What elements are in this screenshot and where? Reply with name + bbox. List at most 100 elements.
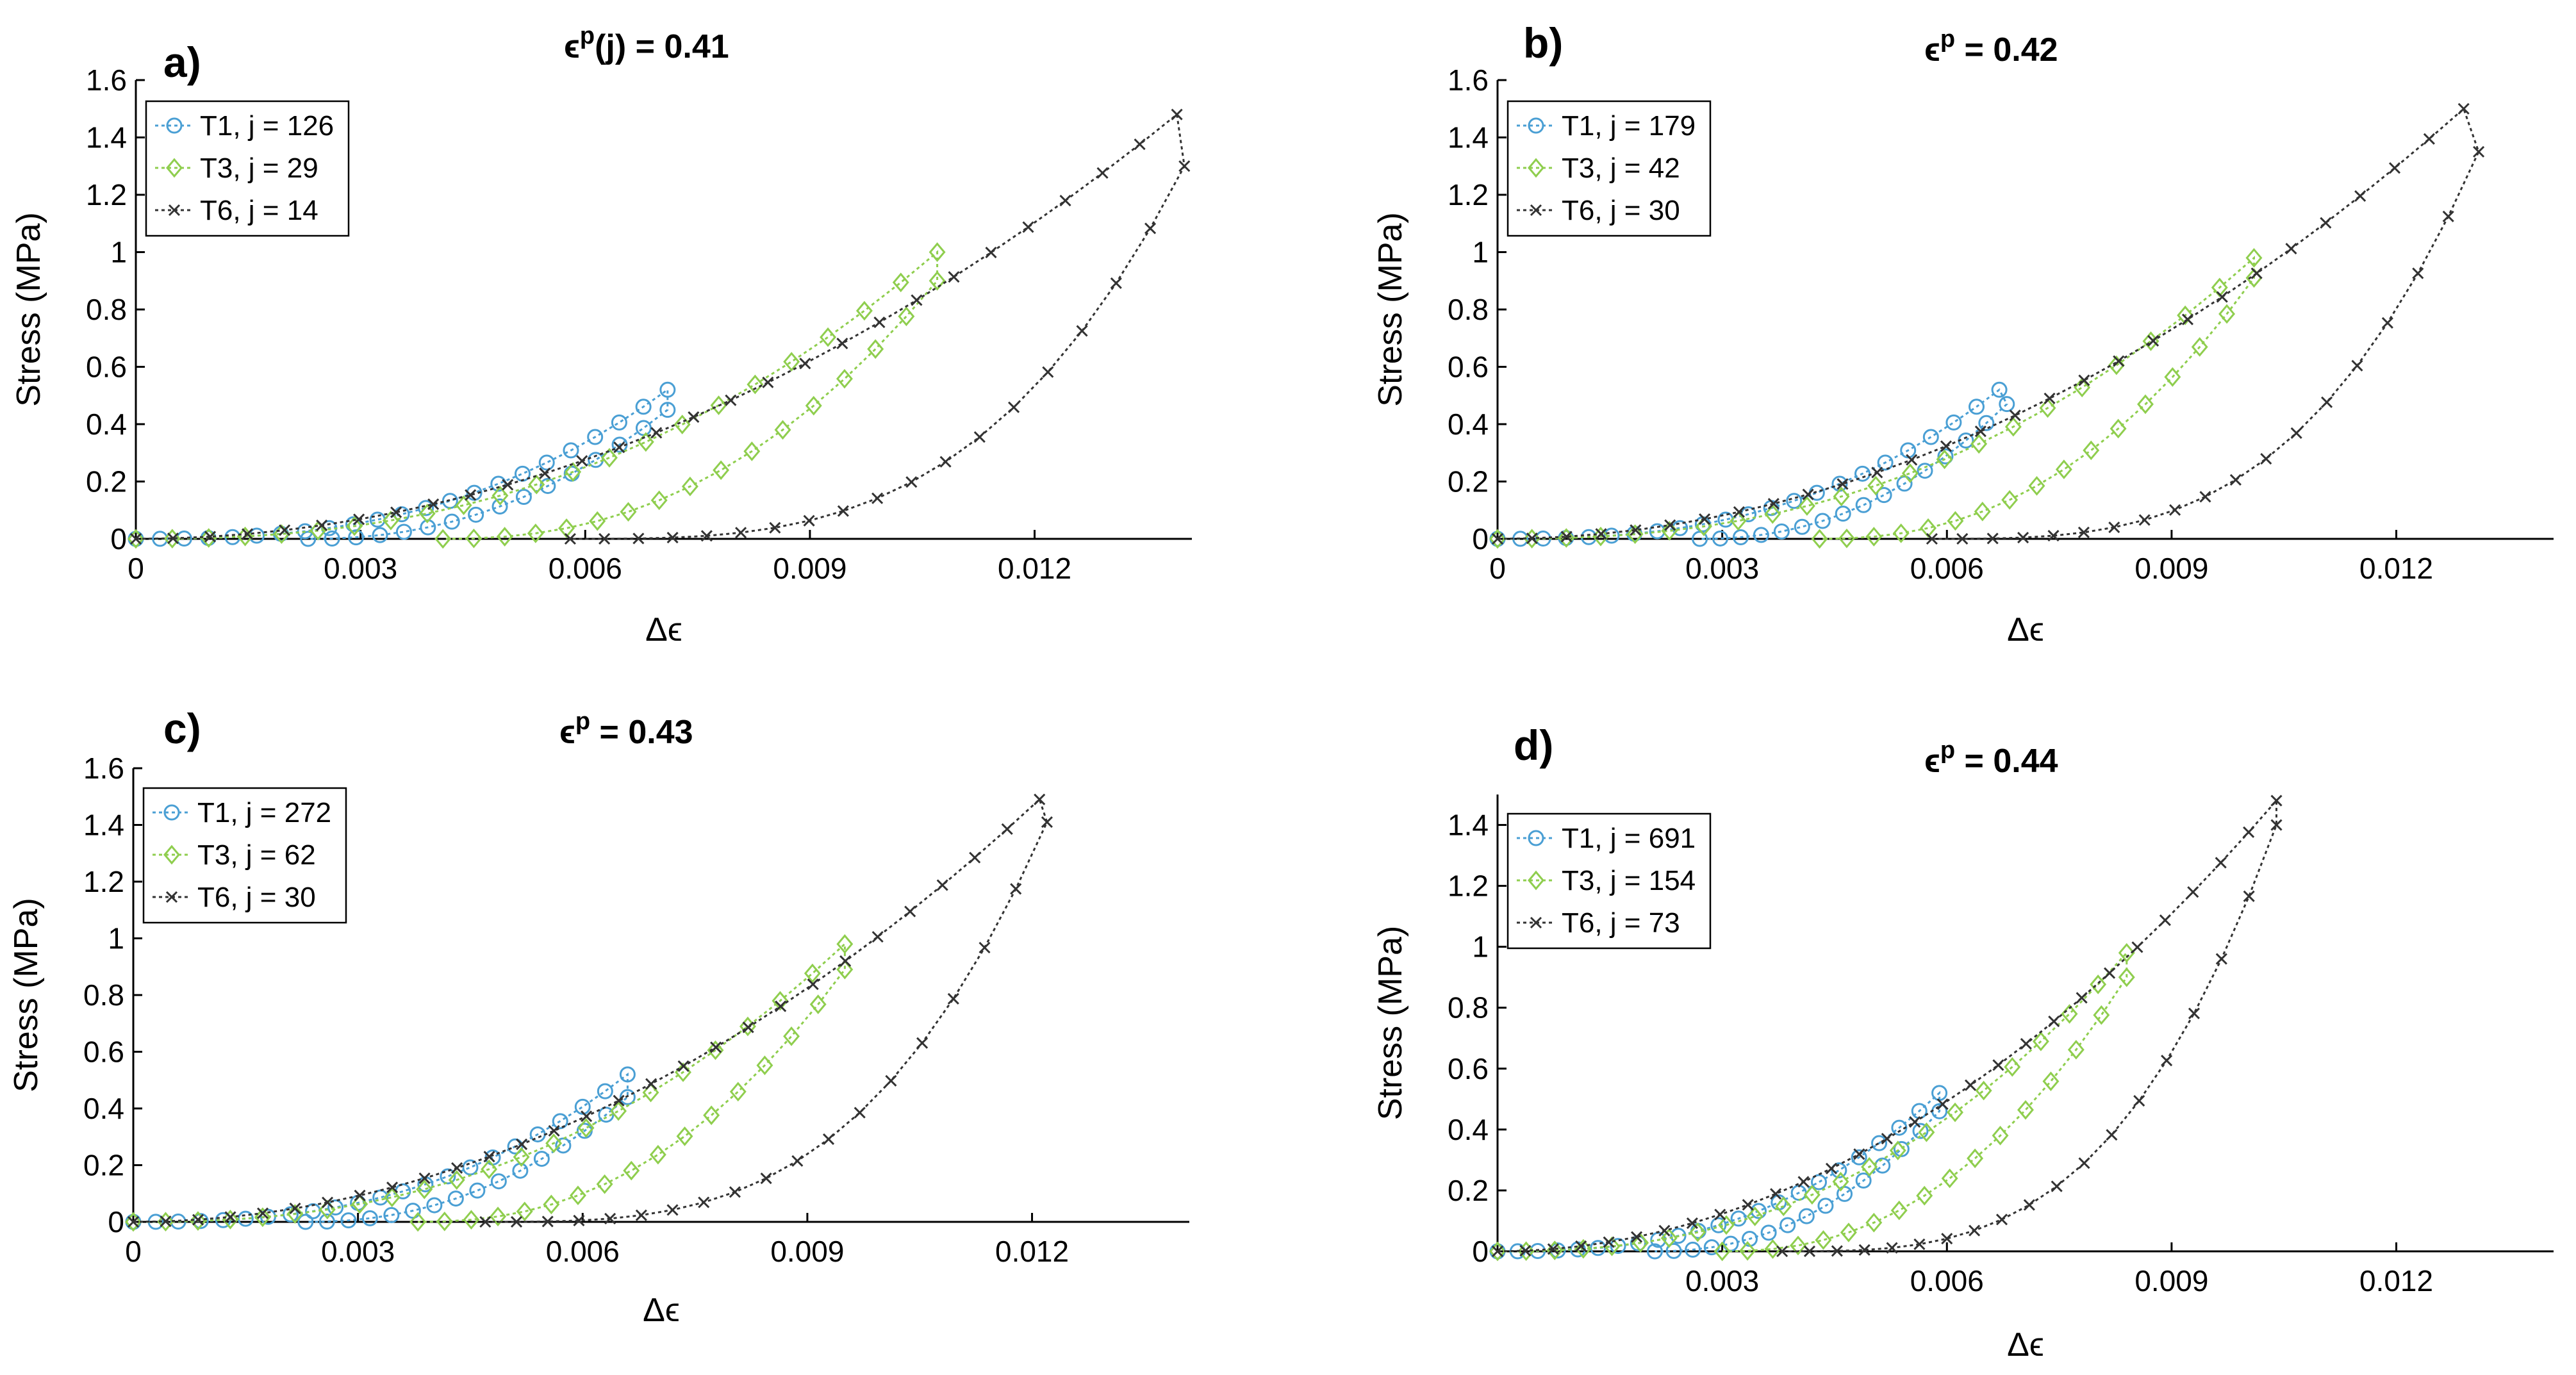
data-point xyxy=(1523,529,1540,549)
data-point xyxy=(1978,415,1995,431)
data-point xyxy=(2004,1057,2021,1077)
data-point xyxy=(465,528,483,548)
data-point xyxy=(192,1214,204,1226)
x-tick-label: 0 xyxy=(128,552,144,585)
data-point xyxy=(256,1207,269,1219)
data-point xyxy=(676,1126,693,1146)
data-point xyxy=(1941,1233,1953,1245)
data-point xyxy=(1689,1222,1706,1242)
data-point xyxy=(939,456,952,468)
data-point xyxy=(666,1204,679,1216)
legend-marker xyxy=(1530,916,1542,929)
data-point xyxy=(548,1124,560,1137)
data-point xyxy=(513,1147,530,1167)
data-point xyxy=(1595,528,1607,540)
data-point xyxy=(2218,304,2236,324)
data-point xyxy=(1889,1140,1906,1160)
y-tick-label: 0.4 xyxy=(83,1092,124,1125)
y-tick-label: 1.2 xyxy=(83,865,124,898)
data-point xyxy=(1753,527,1769,543)
data-point xyxy=(346,516,363,536)
data-point xyxy=(2133,1095,2145,1107)
data-point xyxy=(885,1074,897,1087)
legend-marker xyxy=(1528,158,1544,178)
data-point xyxy=(2457,103,2470,115)
data-point xyxy=(2067,1040,2085,1060)
y-tick-label: 1.2 xyxy=(1448,178,1489,211)
data-point xyxy=(565,462,582,482)
legend-label: T6, j = 30 xyxy=(1562,195,1680,226)
data-point xyxy=(189,1211,206,1231)
data-point xyxy=(2270,819,2283,831)
data-point xyxy=(416,1179,433,1199)
data-point xyxy=(1811,1174,1828,1190)
data-point xyxy=(2177,305,2194,325)
data-point xyxy=(700,530,713,542)
data-point xyxy=(805,395,822,416)
data-point xyxy=(2351,359,2363,372)
data-point xyxy=(623,1160,640,1181)
data-point xyxy=(2250,267,2263,279)
data-point xyxy=(1526,532,1538,545)
legend-marker xyxy=(1528,117,1544,134)
data-point xyxy=(1059,194,1071,207)
data-point xyxy=(1861,1157,1878,1177)
data-point xyxy=(1517,1241,1535,1262)
series-line xyxy=(1497,950,2128,1253)
data-point xyxy=(1632,1233,1649,1253)
data-point xyxy=(1022,221,1034,233)
y-tick-label: 1.4 xyxy=(86,121,127,154)
data-point xyxy=(707,1040,724,1060)
data-point xyxy=(327,1199,344,1215)
data-point xyxy=(1986,532,1999,545)
legend-item: T3, j = 42 xyxy=(1517,152,1680,184)
data-point xyxy=(1630,524,1642,536)
data-point xyxy=(1714,1208,1726,1221)
data-point xyxy=(650,490,668,511)
data-point xyxy=(936,879,948,891)
data-point xyxy=(1992,1059,2004,1071)
data-point xyxy=(2215,857,2227,869)
y-tick-label: 0 xyxy=(1472,522,1489,556)
data-point xyxy=(1692,531,1708,547)
data-point xyxy=(1871,1135,1888,1151)
data-point xyxy=(440,1168,456,1185)
legend-marker xyxy=(163,844,180,865)
panel-letter: b) xyxy=(1523,19,1563,67)
data-point xyxy=(2181,313,2194,325)
data-point xyxy=(775,1000,787,1012)
data-point xyxy=(427,498,440,510)
data-point xyxy=(2043,392,2056,404)
legend-label: T3, j = 62 xyxy=(197,839,316,871)
data-point xyxy=(735,527,747,539)
data-point xyxy=(1896,475,1913,492)
data-point xyxy=(1964,1079,1977,1091)
x-tick-label: 0.003 xyxy=(324,552,397,585)
legend-marker xyxy=(1528,830,1544,846)
data-point xyxy=(1886,1242,1898,1254)
data-point xyxy=(650,427,663,439)
data-point xyxy=(1909,1116,1921,1128)
y-tick-label: 0.2 xyxy=(1448,465,1489,498)
data-point xyxy=(2118,943,2135,963)
data-point xyxy=(666,532,679,544)
data-point xyxy=(820,327,837,347)
data-point xyxy=(1969,1224,1981,1237)
data-point xyxy=(1825,1162,1838,1174)
data-point xyxy=(2169,504,2181,516)
data-point xyxy=(372,527,388,543)
data-point xyxy=(756,1055,773,1076)
data-point xyxy=(463,1210,480,1230)
legend-label: T6, j = 73 xyxy=(1562,907,1680,939)
series-T6 xyxy=(1491,103,2485,545)
data-point xyxy=(1838,528,1855,548)
data-point xyxy=(929,242,946,262)
data-point xyxy=(129,532,142,545)
data-point xyxy=(1974,502,1991,522)
data-point xyxy=(1699,513,1711,525)
data-point xyxy=(1916,1185,1933,1206)
data-point xyxy=(1912,1123,1929,1139)
data-point xyxy=(1665,1242,1682,1259)
data-point xyxy=(351,1194,368,1214)
data-point xyxy=(635,1209,647,1221)
